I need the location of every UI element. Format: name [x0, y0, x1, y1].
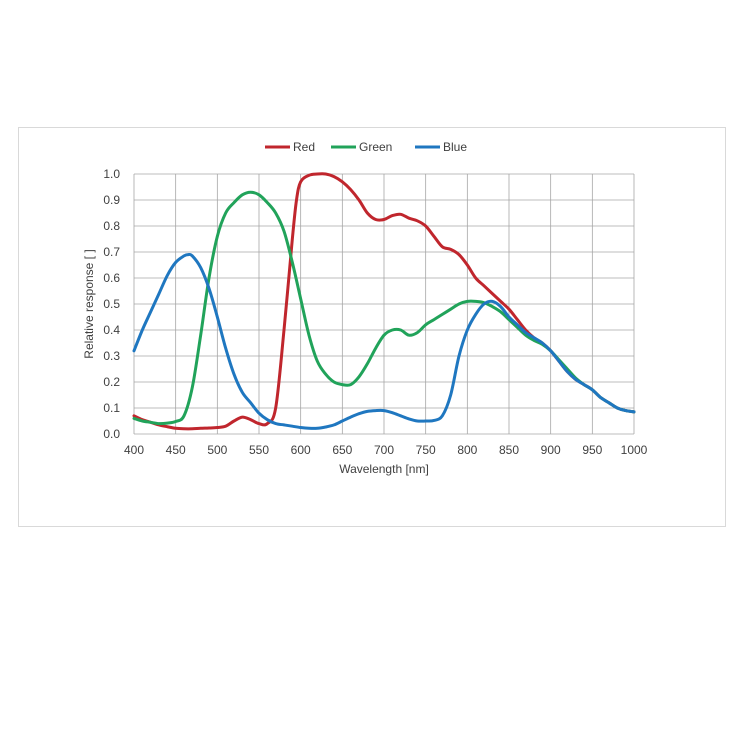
- y-tick-label: 0.0: [103, 427, 120, 441]
- legend-item-green: Green: [331, 140, 392, 154]
- x-tick-label: 450: [166, 443, 186, 457]
- y-tick-labels: 0.0 0.1 0.2 0.3 0.4 0.5 0.6 0.7 0.8 0.9 1.0: [103, 167, 120, 441]
- x-tick-label: 400: [124, 443, 144, 457]
- x-tick-label: 900: [541, 443, 561, 457]
- legend-item-blue: Blue: [415, 140, 467, 154]
- spectral-response-chart: 400 450 500 550 600 650 700 750 800 850 900 950 1000…: [82, 140, 648, 476]
- legend-item-red: Red: [265, 140, 315, 154]
- series-layer: [132, 172, 636, 431]
- x-tick-label: 600: [291, 443, 311, 457]
- legend: Red Green Blue: [265, 140, 467, 154]
- x-tick-label: 1000: [621, 443, 648, 457]
- x-tick-labels: 400 450 500 550 600 650 700 750 800 850 900 950 1000: [124, 443, 648, 457]
- legend-label-red: Red: [293, 140, 315, 154]
- x-tick-label: 500: [207, 443, 227, 457]
- legend-label-blue: Blue: [443, 140, 467, 154]
- x-tick-label: 550: [249, 443, 269, 457]
- y-tick-label: 0.3: [103, 349, 120, 363]
- x-tick-label: 950: [582, 443, 602, 457]
- y-tick-label: 0.2: [103, 375, 120, 389]
- x-tick-label: 850: [499, 443, 519, 457]
- legend-label-green: Green: [359, 140, 392, 154]
- x-tick-label: 750: [416, 443, 436, 457]
- y-tick-label: 0.9: [103, 193, 120, 207]
- chart-card: 400 450 500 550 600 650 700 750 800 850 900 950 1000…: [18, 127, 726, 527]
- x-axis-label: Wavelength [nm]: [339, 462, 429, 476]
- y-tick-label: 0.1: [103, 401, 120, 415]
- y-tick-label: 0.5: [103, 297, 120, 311]
- x-tick-label: 800: [457, 443, 477, 457]
- y-tick-label: 1.0: [103, 167, 120, 181]
- y-tick-label: 0.4: [103, 323, 120, 337]
- series-line-blue: [132, 252, 636, 430]
- x-tick-label: 700: [374, 443, 394, 457]
- y-axis-label: Relative response [ ]: [82, 249, 96, 358]
- x-tick-label: 650: [332, 443, 352, 457]
- y-tick-label: 0.7: [103, 245, 120, 259]
- gridlines: [133, 173, 635, 435]
- y-tick-label: 0.8: [103, 219, 120, 233]
- y-tick-label: 0.6: [103, 271, 120, 285]
